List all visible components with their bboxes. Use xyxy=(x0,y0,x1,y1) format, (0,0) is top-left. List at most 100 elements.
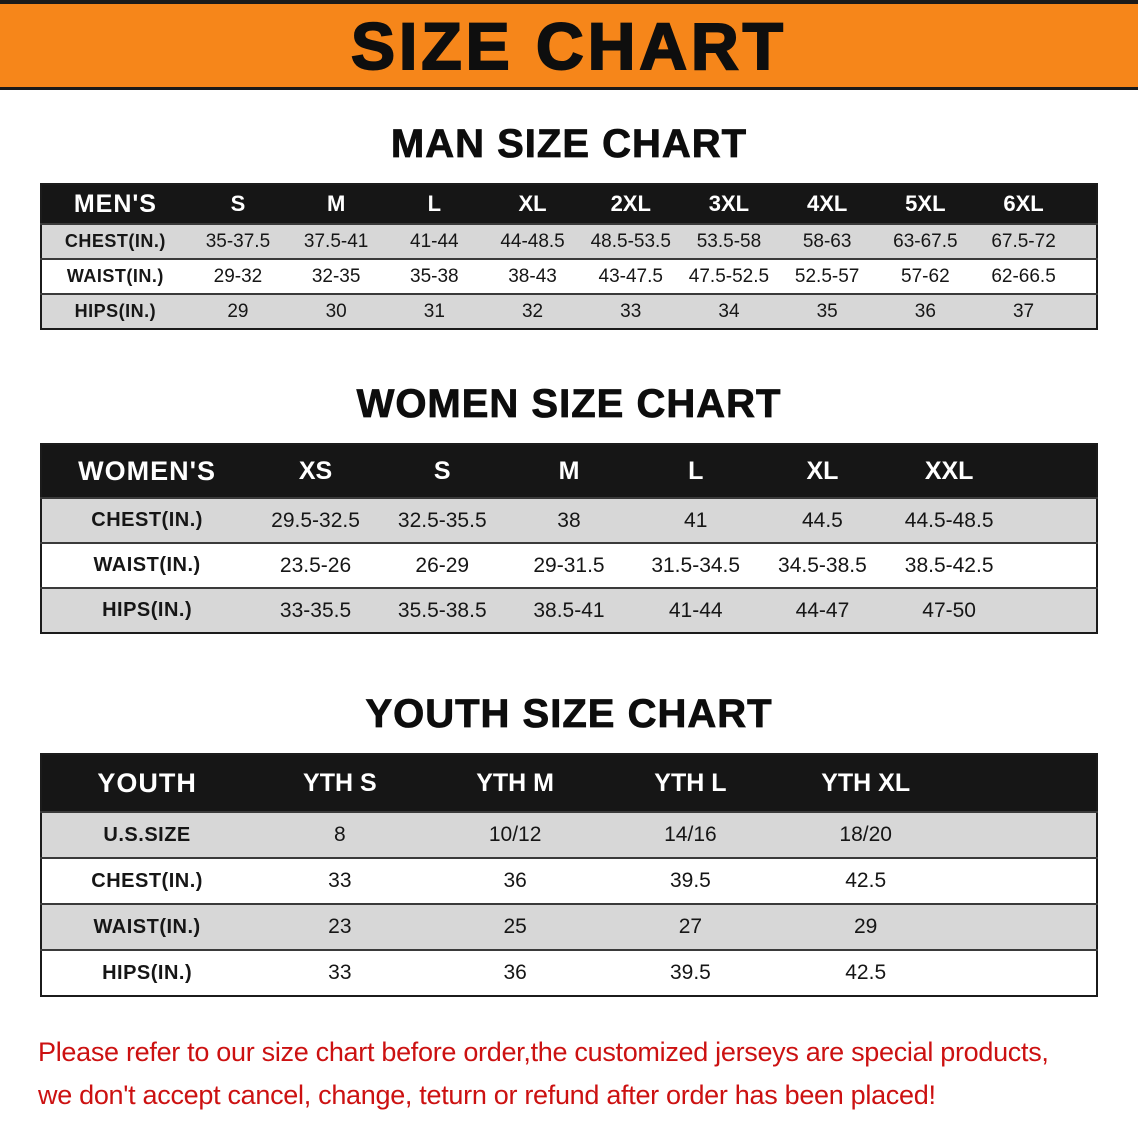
size-value-cell: 23 xyxy=(252,903,428,950)
filler-cell xyxy=(953,857,1097,904)
size-value-cell: 41-44 xyxy=(632,587,760,633)
size-value-cell: 32 xyxy=(483,293,582,329)
table-title-cell: YOUTH xyxy=(41,754,253,812)
filler-cell xyxy=(953,949,1097,996)
size-value-cell: 35-38 xyxy=(385,258,484,294)
size-column-header: L xyxy=(385,184,484,224)
size-column-header: YTH M xyxy=(427,754,603,812)
size-value-cell: 35-37.5 xyxy=(188,223,288,259)
size-value-cell: 44-47 xyxy=(759,587,886,633)
size-tables: MAN SIZE CHART MEN'S S M L XL 2XL 3XL 4XL 5XL 6XL C… xyxy=(0,122,1138,997)
size-value-cell: 47.5-52.5 xyxy=(679,258,779,294)
size-column-header: M xyxy=(287,184,386,224)
size-value-cell: 31 xyxy=(385,293,484,329)
size-section: YOUTH SIZE CHART YOUTH YTH S YTH M YTH L YTH … xyxy=(0,692,1138,997)
size-value-cell: 31.5-34.5 xyxy=(632,542,760,588)
size-column-header: 4XL xyxy=(778,184,877,224)
row-label-cell: CHEST(IN.) xyxy=(41,223,189,259)
filler-cell xyxy=(1012,497,1097,543)
row-label-cell: WAIST(IN.) xyxy=(41,542,253,588)
row-label-cell: CHEST(IN.) xyxy=(41,857,253,904)
page-title: SIZE CHART xyxy=(350,8,787,83)
size-value-cell: 10/12 xyxy=(427,811,603,858)
size-value-cell: 29 xyxy=(188,293,288,329)
filler-cell xyxy=(1072,223,1097,259)
size-value-cell: 38.5-41 xyxy=(505,587,633,633)
disclaimer-line-1: Please refer to our size chart before or… xyxy=(38,1037,1049,1067)
size-column-header: 5XL xyxy=(876,184,975,224)
size-value-cell: 29-32 xyxy=(188,258,288,294)
size-value-cell: 67.5-72 xyxy=(974,223,1073,259)
table-row: CHEST(IN.) 33 36 39.5 42.5 xyxy=(41,857,1097,904)
size-value-cell: 35 xyxy=(778,293,877,329)
row-label-cell: CHEST(IN.) xyxy=(41,497,253,543)
size-section: MAN SIZE CHART MEN'S S M L XL 2XL 3XL 4XL 5XL 6XL C… xyxy=(0,122,1138,330)
row-label-cell: HIPS(IN.) xyxy=(41,949,253,996)
size-value-cell: 39.5 xyxy=(602,949,779,996)
table-header-row: MEN'S S M L XL 2XL 3XL 4XL 5XL 6XL xyxy=(41,184,1097,224)
table-row: U.S.SIZE 8 10/12 14/16 18/20 xyxy=(41,811,1097,858)
banner: SIZE CHART xyxy=(0,0,1138,90)
size-value-cell: 33-35.5 xyxy=(252,587,379,633)
disclaimer: Please refer to our size chart before or… xyxy=(38,1031,1100,1117)
filler-cell xyxy=(1012,444,1097,498)
size-value-cell: 62-66.5 xyxy=(974,258,1073,294)
size-value-cell: 36 xyxy=(876,293,975,329)
size-column-header: XL xyxy=(759,444,886,498)
section-heading: YOUTH SIZE CHART xyxy=(365,692,773,737)
size-value-cell: 63-67.5 xyxy=(876,223,975,259)
size-value-cell: 14/16 xyxy=(602,811,779,858)
filler-cell xyxy=(1012,542,1097,588)
table-title-cell: MEN'S xyxy=(41,184,189,224)
size-value-cell: 36 xyxy=(427,857,603,904)
size-table: YOUTH YTH S YTH M YTH L YTH XL U.S.SIZE 8 10/12… xyxy=(40,753,1098,997)
table-title-cell: WOMEN'S xyxy=(41,444,253,498)
section-heading: MAN SIZE CHART xyxy=(390,122,748,167)
filler-cell xyxy=(1072,258,1097,294)
size-value-cell: 26-29 xyxy=(378,542,506,588)
size-value-cell: 38 xyxy=(505,497,633,543)
row-label-cell: HIPS(IN.) xyxy=(41,587,253,633)
size-value-cell: 36 xyxy=(427,949,603,996)
table-row: CHEST(IN.) 29.5-32.5 32.5-35.5 38 41 44.5 44.5… xyxy=(41,497,1097,543)
table-row: WAIST(IN.) 29-32 32-35 35-38 38-43 43-47.5 47.… xyxy=(41,258,1097,294)
size-value-cell: 27 xyxy=(602,903,779,950)
size-value-cell: 35.5-38.5 xyxy=(378,587,506,633)
size-value-cell: 32.5-35.5 xyxy=(378,497,506,543)
size-value-cell: 44-48.5 xyxy=(483,223,582,259)
size-column-header: XL xyxy=(483,184,582,224)
size-value-cell: 38.5-42.5 xyxy=(885,542,1013,588)
size-column-header: M xyxy=(505,444,633,498)
filler-cell xyxy=(1012,587,1097,633)
table-row: HIPS(IN.) 33 36 39.5 42.5 xyxy=(41,949,1097,996)
size-value-cell: 52.5-57 xyxy=(778,258,877,294)
size-value-cell: 57-62 xyxy=(876,258,975,294)
table-row: WAIST(IN.) 23.5-26 26-29 29-31.5 31.5-34.5 34… xyxy=(41,542,1097,588)
filler-cell xyxy=(953,754,1097,812)
size-value-cell: 34 xyxy=(679,293,779,329)
size-value-cell: 29-31.5 xyxy=(505,542,633,588)
filler-cell xyxy=(1072,293,1097,329)
size-value-cell: 30 xyxy=(287,293,386,329)
size-column-header: YTH L xyxy=(602,754,779,812)
size-value-cell: 18/20 xyxy=(778,811,954,858)
row-label-cell: HIPS(IN.) xyxy=(41,293,189,329)
disclaimer-line-2: we don't accept cancel, change, teturn o… xyxy=(38,1080,936,1111)
table-row: HIPS(IN.) 29 30 31 32 33 34 35 36 37 xyxy=(41,293,1097,329)
size-value-cell: 41-44 xyxy=(385,223,484,259)
size-value-cell: 8 xyxy=(252,811,428,858)
size-value-cell: 44.5 xyxy=(759,497,886,543)
row-label-cell: WAIST(IN.) xyxy=(41,903,253,950)
table-row: HIPS(IN.) 33-35.5 35.5-38.5 38.5-41 41-44 44-… xyxy=(41,587,1097,633)
size-value-cell: 29.5-32.5 xyxy=(252,497,379,543)
size-column-header: XS xyxy=(252,444,379,498)
size-value-cell: 41 xyxy=(632,497,760,543)
size-value-cell: 44.5-48.5 xyxy=(885,497,1013,543)
table-header-row: WOMEN'S XS S M L XL XXL xyxy=(41,444,1097,498)
size-column-header: S xyxy=(188,184,288,224)
size-value-cell: 29 xyxy=(778,903,954,950)
row-label-cell: U.S.SIZE xyxy=(41,811,253,858)
filler-cell xyxy=(953,811,1097,858)
table-row: WAIST(IN.) 23 25 27 29 xyxy=(41,903,1097,950)
size-value-cell: 34.5-38.5 xyxy=(759,542,886,588)
